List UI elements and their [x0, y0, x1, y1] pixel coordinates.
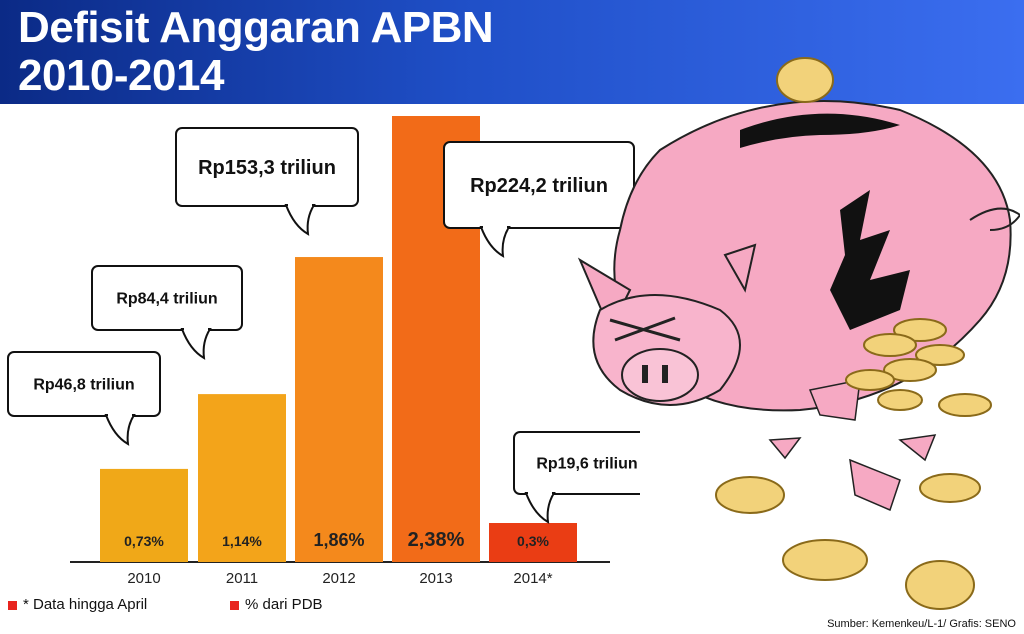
- x-tick-label: 2011: [226, 570, 258, 587]
- title-line-1: Defisit Anggaran APBN: [18, 3, 494, 52]
- callout-tail: [524, 492, 556, 524]
- bar-2010: [100, 468, 188, 562]
- callout-tail-joint: [108, 413, 132, 417]
- callout-tail: [479, 226, 511, 258]
- piggy-face: [592, 294, 741, 406]
- value-callout: Rp46,8 triliun: [7, 351, 161, 446]
- value-callout: Rp153,3 triliun: [175, 127, 359, 236]
- value-callout: Rp84,4 triliun: [91, 265, 243, 360]
- x-tick-label: 2013: [419, 570, 452, 587]
- bar-2014: [489, 523, 577, 562]
- callout-box: [513, 431, 640, 495]
- callout-tail: [180, 328, 212, 360]
- callout-tail-joint: [288, 203, 312, 207]
- value-label: Rp224,2 triliun: [470, 175, 608, 197]
- legend-note-label: * Data hingga April: [23, 596, 148, 613]
- callout-tail: [284, 204, 316, 236]
- bar-2011: [198, 394, 286, 562]
- pct-gdp-label: 0,73%: [124, 533, 164, 549]
- callout-tail: [104, 414, 136, 446]
- bar-2012: [295, 257, 383, 562]
- callout-tail-joint: [184, 327, 208, 331]
- broken-piggy-bank-illustration: [577, 57, 1020, 610]
- x-tick-label: 2012: [322, 570, 355, 587]
- value-label: Rp19,6 triliun: [536, 456, 637, 473]
- legend-note: * Data hingga April: [8, 596, 147, 613]
- page-title: Defisit Anggaran APBN 2010-2014: [18, 4, 638, 100]
- value-label: Rp84,4 triliun: [116, 291, 217, 308]
- legend-pct-label: % dari PDB: [245, 596, 323, 613]
- bar-chart: 0,73% 2010 Rp46,8 triliun 1,14% 2011 Rp84,4 t…: [7, 116, 640, 587]
- legend-pct: % dari PDB: [230, 596, 323, 613]
- callout-box: [7, 351, 161, 417]
- source-credit: Sumber: Kemenkeu/L-1/ Grafis: SENO: [827, 618, 1016, 630]
- pct-gdp-label: 0,3%: [517, 533, 549, 549]
- callout-tail-joint: [528, 491, 552, 495]
- value-callout: Rp19,6 triliun: [513, 431, 640, 524]
- legend-swatch: [8, 600, 17, 610]
- value-label: Rp46,8 triliun: [33, 377, 134, 394]
- gold-coins: [715, 57, 992, 610]
- legend-swatch: [230, 600, 239, 610]
- x-tick-label: 2010: [127, 570, 160, 587]
- pct-gdp-label: 1,86%: [313, 530, 364, 550]
- title-banner: Defisit Anggaran APBN 2010-2014: [0, 0, 1024, 104]
- pct-gdp-label: 2,38%: [408, 529, 465, 551]
- broken-shards: [768, 379, 937, 512]
- pct-gdp-label: 1,14%: [222, 533, 262, 549]
- title-line-2: 2010-2014: [18, 51, 224, 100]
- callout-tail-joint: [483, 225, 507, 229]
- callout-box: [175, 127, 359, 207]
- callout-box: [91, 265, 243, 331]
- x-tick-label: 2014*: [513, 570, 552, 587]
- value-label: Rp153,3 triliun: [198, 157, 336, 179]
